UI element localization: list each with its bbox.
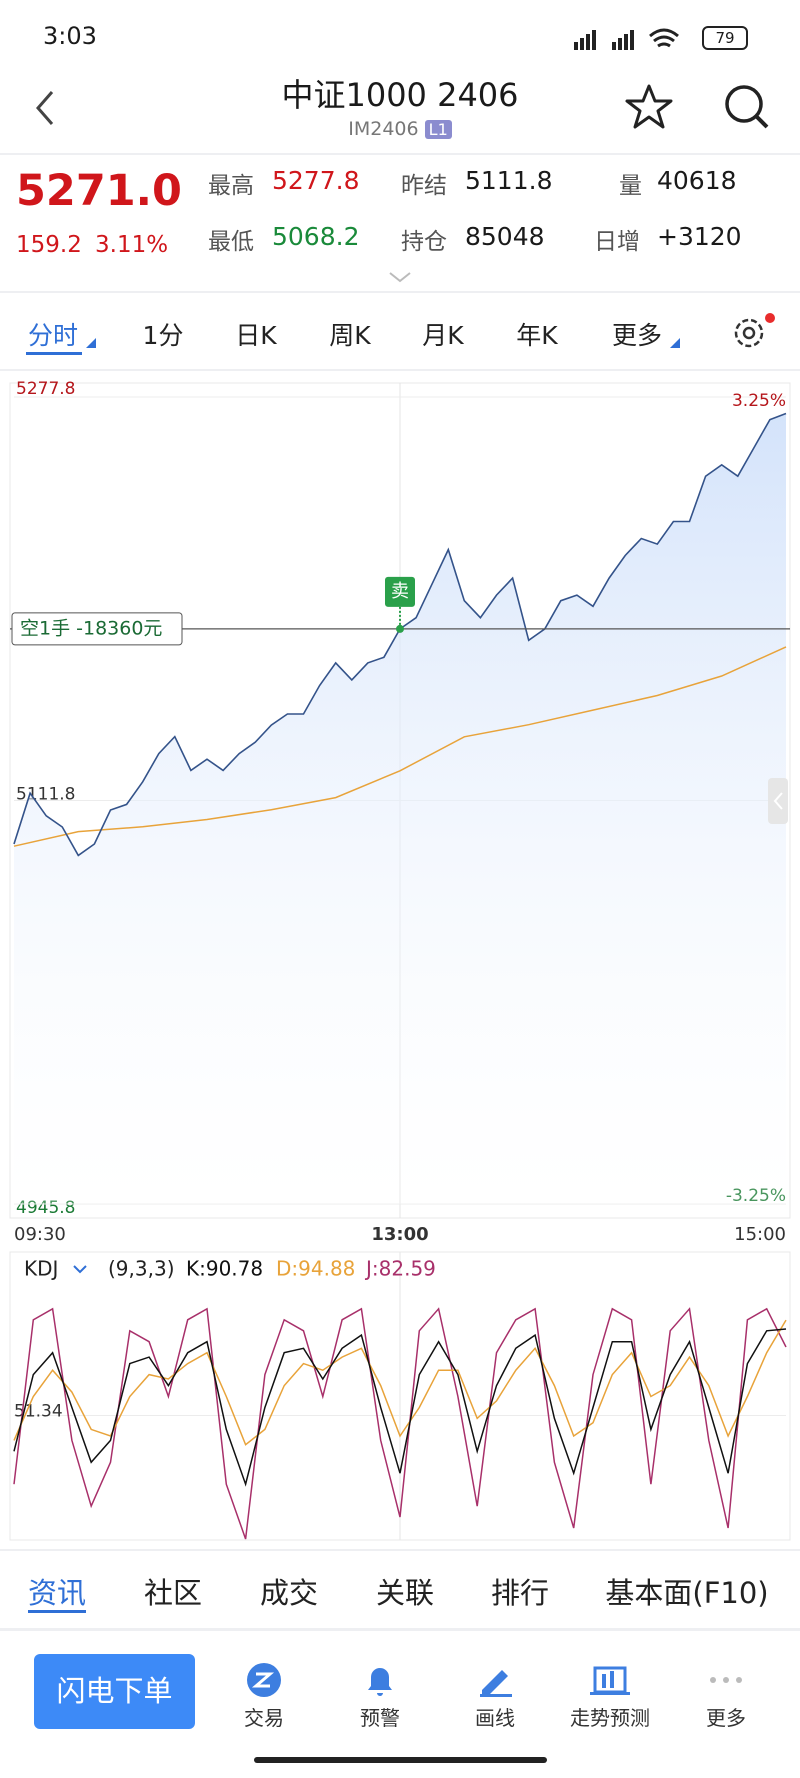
- nav-item[interactable]: 交易: [244, 1706, 284, 1730]
- search-button[interactable]: [722, 82, 772, 132]
- indicator-name: KDJ: [24, 1257, 58, 1281]
- plot-frame: [9, 1251, 791, 1541]
- stat-label: 昨结: [401, 173, 447, 199]
- back-button[interactable]: [30, 88, 60, 128]
- legend-entry: J:82.59: [364, 1257, 436, 1281]
- indicator-params: (9,3,3): [108, 1257, 175, 1281]
- y2-tick-label: 3.25%: [732, 391, 786, 411]
- y-tick-label: 5277.8: [16, 379, 75, 399]
- price-change: 159.2: [16, 232, 82, 258]
- info-tab[interactable]: 基本面(F10): [605, 1576, 769, 1610]
- contract-code: IM2406: [348, 118, 419, 140]
- info-tab[interactable]: 社区: [143, 1576, 202, 1610]
- x-tick-label: 09:30: [14, 1224, 66, 1245]
- nav-item[interactable]: 画线: [475, 1706, 515, 1730]
- stat-label: 持仓: [401, 229, 447, 255]
- period-tab[interactable]: 周K: [329, 321, 371, 350]
- last-price: 5271.0: [16, 166, 182, 216]
- period-tab[interactable]: 年K: [516, 321, 558, 350]
- period-tab[interactable]: 1分: [142, 321, 184, 350]
- price-change-pct: 3.11%: [95, 232, 169, 258]
- favorite-button[interactable]: [624, 82, 674, 132]
- period-tab[interactable]: 更多: [611, 321, 662, 350]
- stat-value: +3120: [657, 222, 742, 251]
- y-tick-label: 51.34: [14, 1402, 63, 1422]
- nav-item[interactable]: 预警: [360, 1706, 400, 1730]
- active-tab-underline: [26, 352, 82, 355]
- tab-dropdown-indicator: [670, 338, 680, 348]
- x-tick-label: 13:00: [371, 1224, 428, 1245]
- position-label-box: [11, 612, 183, 646]
- trade-marker-box: [385, 576, 415, 607]
- average-line: [13, 646, 787, 847]
- nav-icons: [247, 1663, 742, 1697]
- nav-item[interactable]: 更多: [706, 1706, 746, 1730]
- period-tab[interactable]: 日K: [235, 321, 277, 350]
- stat-label: 最高: [208, 173, 254, 199]
- home-indicator: [254, 1757, 547, 1763]
- level-badge: L1: [424, 120, 452, 139]
- kdj-line: [13, 1307, 787, 1540]
- stat-value: 5068.2: [272, 222, 360, 251]
- kdj-line: [13, 1319, 787, 1446]
- battery: 79: [702, 26, 748, 50]
- period-tab[interactable]: 月K: [422, 321, 464, 350]
- stat-label: 量: [619, 173, 642, 199]
- info-tab[interactable]: 资讯: [27, 1576, 86, 1610]
- info-tab[interactable]: 关联: [375, 1576, 434, 1610]
- status-time: 3:03: [43, 22, 97, 50]
- stat-value: 85048: [465, 222, 545, 251]
- header-subtitle: IM2406 L1: [0, 118, 800, 140]
- expand-chevron[interactable]: [388, 270, 412, 284]
- indicator-dropdown: [73, 1265, 87, 1274]
- x-tick-label: 15:00: [734, 1224, 786, 1245]
- side-handle-arrow: [773, 792, 783, 810]
- position-label: 空1手 -18360元: [20, 617, 162, 639]
- divider: [0, 1628, 800, 1631]
- divider: [0, 369, 800, 371]
- stat-value: 5111.8: [465, 166, 553, 195]
- active-tab-underline: [28, 1610, 86, 1613]
- stat-value: 5277.8: [272, 166, 360, 195]
- price-area: [14, 413, 786, 1204]
- kdj-line: [13, 1328, 787, 1487]
- tab-dropdown-indicator: [86, 338, 96, 348]
- side-handle: [768, 778, 788, 824]
- quick-order-button[interactable]: 闪电下单: [34, 1654, 195, 1729]
- divider: [0, 1549, 800, 1551]
- info-tab[interactable]: 成交: [259, 1576, 318, 1610]
- stat-value: 40618: [657, 166, 737, 195]
- stat-label: 最低: [208, 229, 254, 255]
- trade-marker-label: 卖: [391, 581, 409, 602]
- period-tab[interactable]: 分时: [27, 321, 78, 350]
- nav-item[interactable]: 走势预测: [570, 1706, 650, 1730]
- settings-button[interactable]: [730, 312, 776, 354]
- stat-label: 日增: [594, 229, 640, 255]
- info-tab[interactable]: 排行: [490, 1576, 549, 1610]
- header-title: 中证1000 2406: [281, 76, 519, 114]
- legend-entry: K:90.78: [186, 1257, 263, 1281]
- y-tick-label: 5111.8: [16, 785, 75, 805]
- divider: [0, 153, 800, 155]
- trade-marker-point: [396, 624, 404, 633]
- divider: [0, 291, 800, 293]
- legend-entry: D:94.88: [276, 1257, 355, 1281]
- status-icons: [574, 28, 679, 50]
